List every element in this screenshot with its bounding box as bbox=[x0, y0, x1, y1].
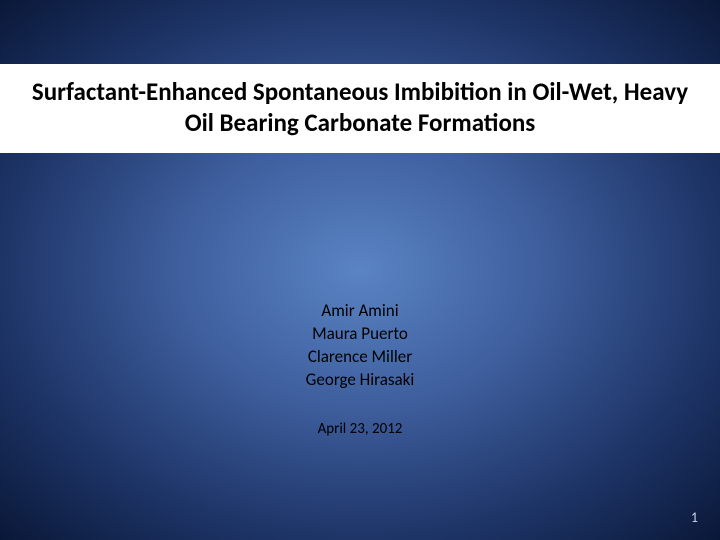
slide-title: Surfactant-Enhanced Spontaneous Imbibiti… bbox=[30, 76, 690, 139]
slide: Surfactant-Enhanced Spontaneous Imbibiti… bbox=[0, 0, 720, 540]
author-line: Clarence Miller bbox=[0, 346, 720, 369]
authors-box: Amir Amini Maura Puerto Clarence Miller … bbox=[0, 300, 720, 392]
author-line: George Hirasaki bbox=[0, 369, 720, 392]
date-box: April 23, 2012 bbox=[0, 420, 720, 438]
author-line: Maura Puerto bbox=[0, 323, 720, 346]
author-line: Amir Amini bbox=[0, 300, 720, 323]
title-box: Surfactant-Enhanced Spontaneous Imbibiti… bbox=[0, 64, 720, 153]
presentation-date: April 23, 2012 bbox=[0, 420, 720, 438]
page-number: 1 bbox=[691, 509, 698, 526]
